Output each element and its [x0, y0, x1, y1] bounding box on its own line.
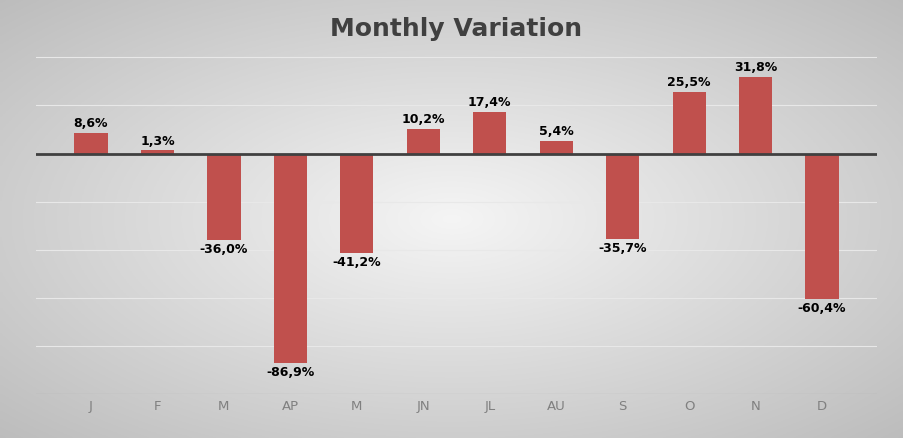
Text: -35,7%: -35,7%	[598, 242, 647, 255]
Bar	[406, 129, 440, 154]
Bar	[472, 112, 506, 154]
Bar	[340, 154, 373, 253]
Bar	[738, 77, 771, 154]
Text: 1,3%: 1,3%	[140, 134, 174, 148]
Text: 10,2%: 10,2%	[401, 113, 444, 126]
Bar	[141, 151, 174, 154]
Bar	[539, 141, 573, 154]
Text: 25,5%: 25,5%	[666, 76, 710, 89]
Text: 31,8%: 31,8%	[733, 61, 777, 74]
Text: 8,6%: 8,6%	[74, 117, 108, 130]
Text: -86,9%: -86,9%	[266, 366, 314, 378]
Bar	[74, 133, 107, 154]
Bar	[274, 154, 307, 363]
Text: -60,4%: -60,4%	[797, 302, 845, 315]
Text: 5,4%: 5,4%	[538, 125, 573, 138]
Text: 17,4%: 17,4%	[468, 96, 511, 109]
Title: Monthly Variation: Monthly Variation	[330, 17, 582, 41]
Text: -36,0%: -36,0%	[200, 243, 247, 256]
Bar	[605, 154, 638, 240]
Bar	[805, 154, 838, 299]
Bar	[207, 154, 240, 240]
Bar	[672, 92, 705, 154]
Text: -41,2%: -41,2%	[332, 256, 381, 268]
